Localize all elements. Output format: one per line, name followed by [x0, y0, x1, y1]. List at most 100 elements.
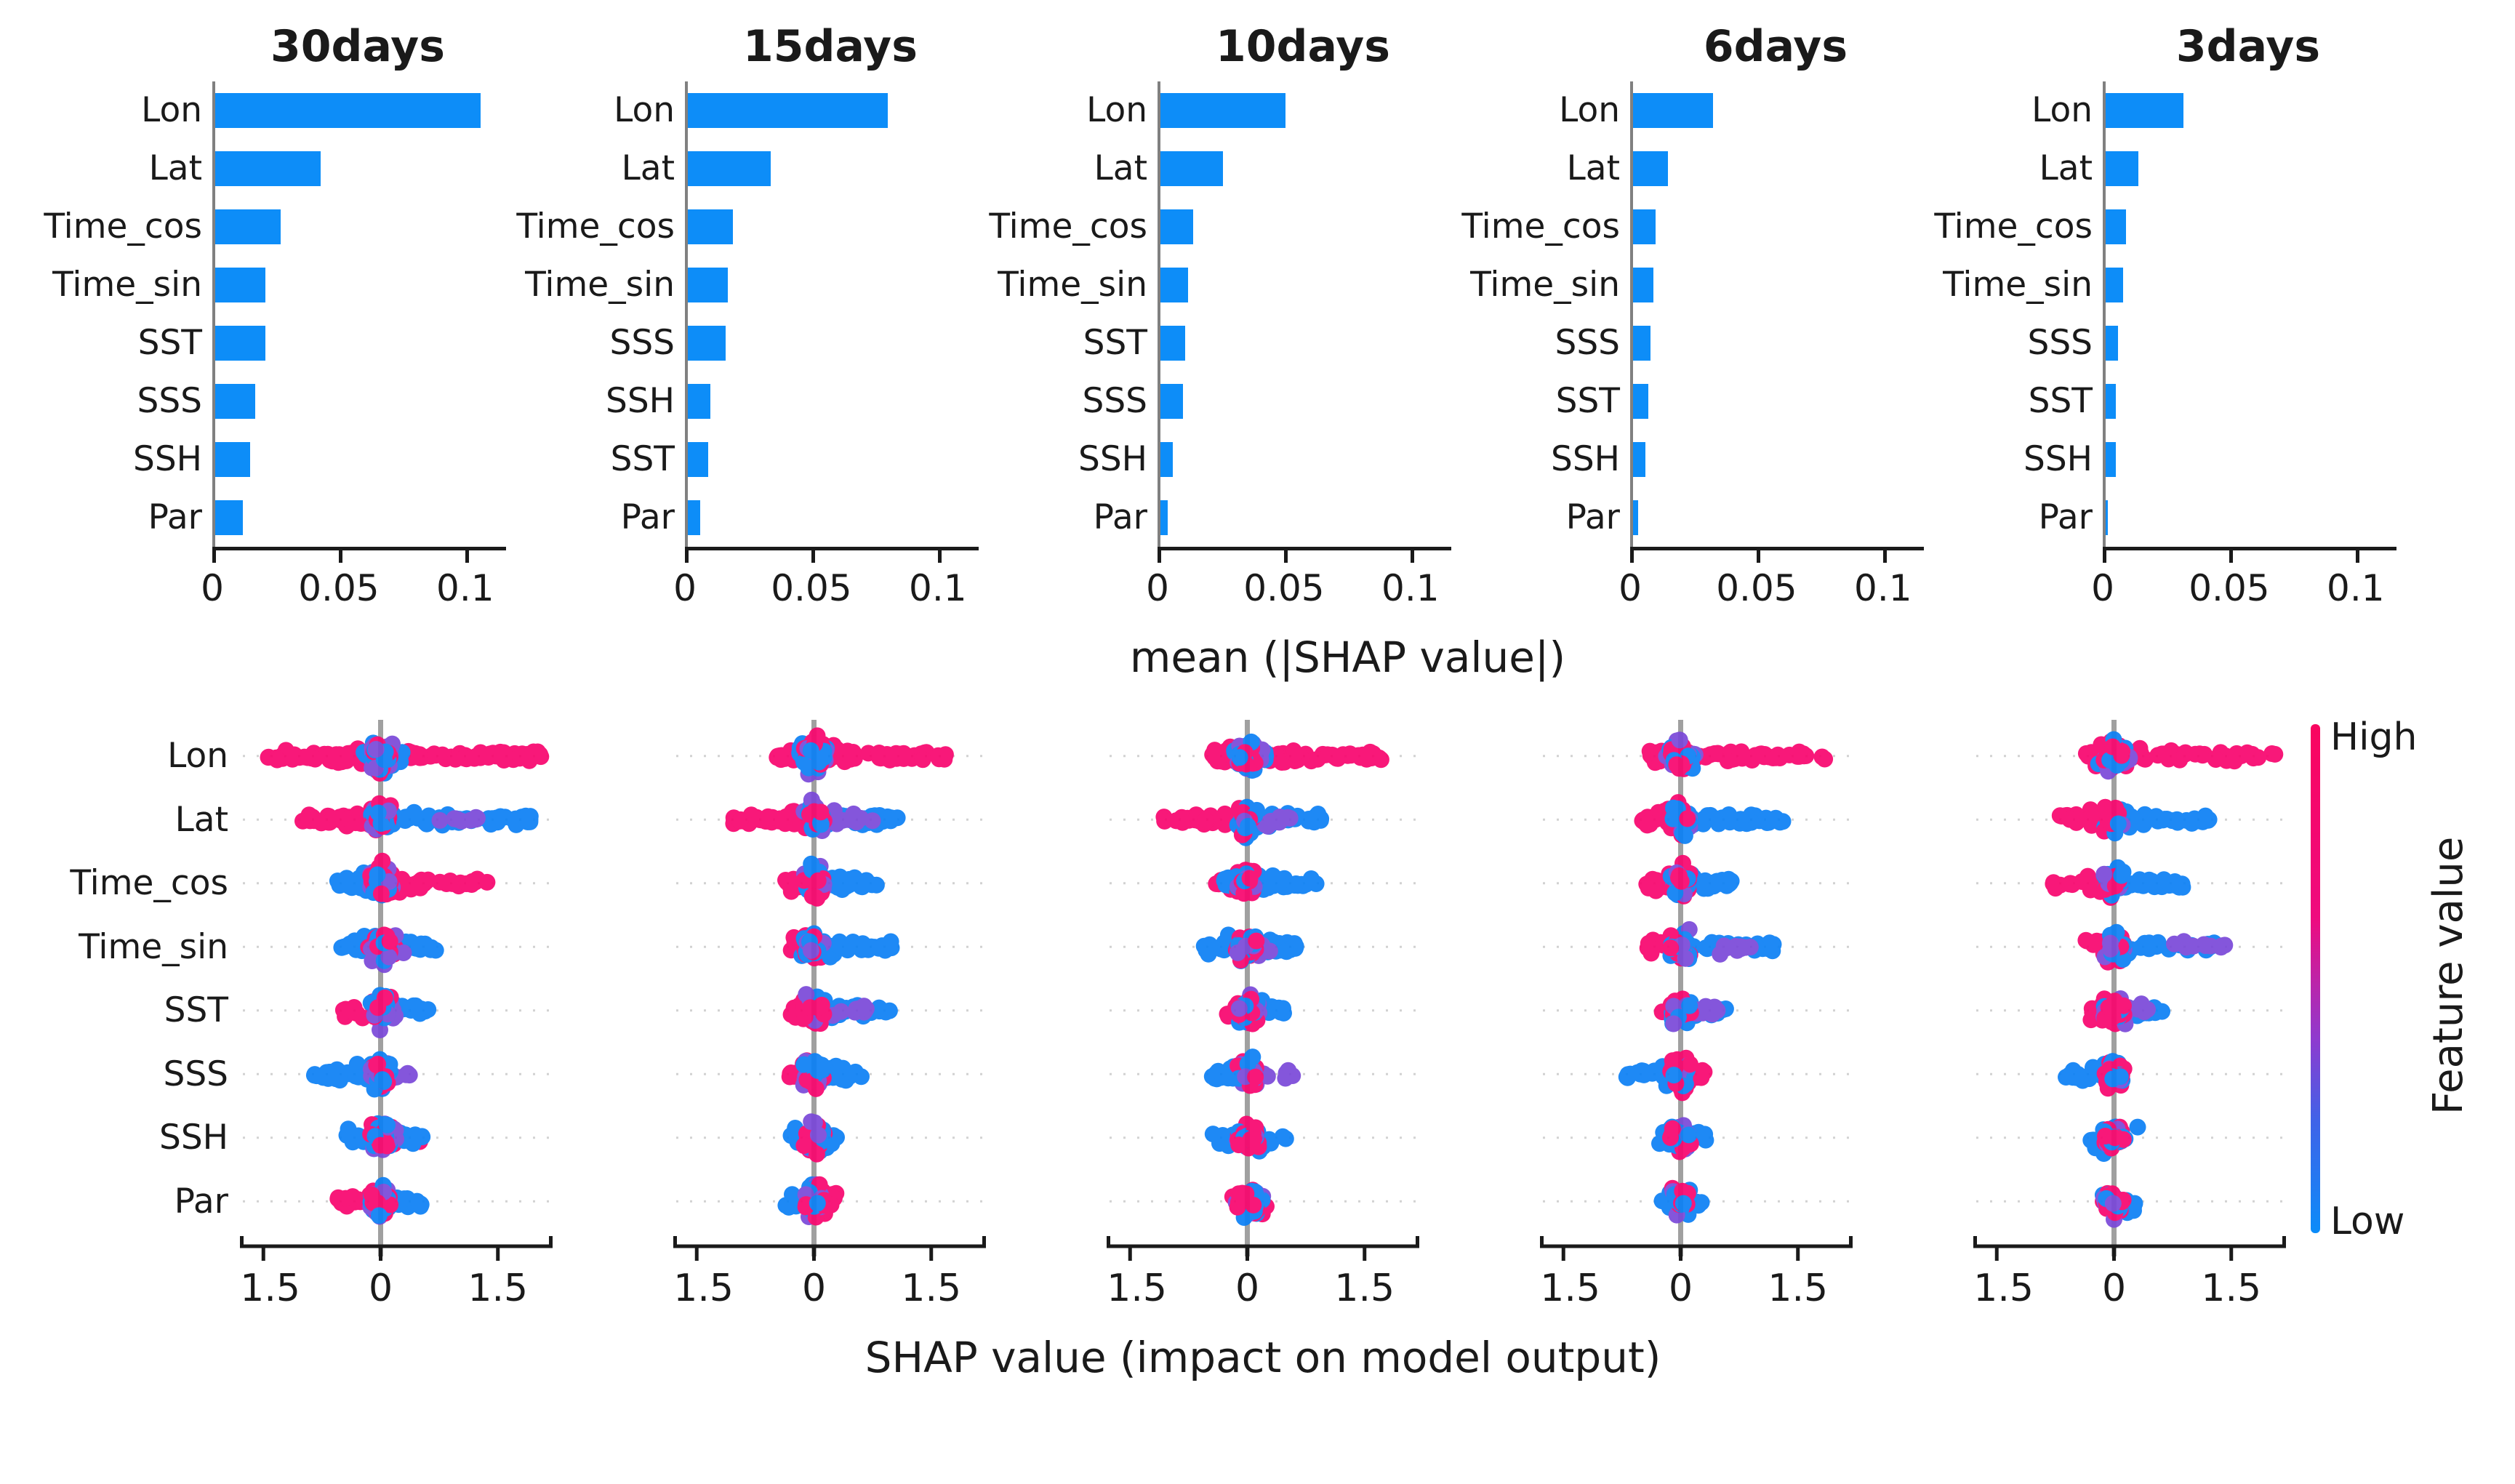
- x-axis-tick-label: 0.1: [1381, 567, 1440, 609]
- beeswarm-panels: -1.5 0 1.5 -1.5 0 1.5 -1.5 0 1.5 -1.5 0 1.5 -1.5 0 1.5: [227, 715, 2311, 1333]
- feature-label: SSH: [1078, 439, 1147, 479]
- x-axis-line: [1630, 547, 1924, 550]
- x-axis-tick: [1410, 547, 1414, 563]
- x-axis: 0 0.05 0.1: [201, 547, 506, 631]
- importance-bar: [215, 442, 250, 477]
- x-axis-tick-label: 0: [1669, 1267, 1693, 1310]
- x-axis-tick: [1283, 547, 1288, 563]
- feature-label: Lat: [148, 148, 202, 188]
- x-axis-tick: [2103, 547, 2106, 563]
- x-axis: [1107, 1236, 1419, 1261]
- bar-chart-panel: 10days Lon Lat Time_cos Time_sin SST SSS SSH Par…: [985, 12, 1458, 631]
- x-axis-tick-label: 1.5: [2201, 1267, 2261, 1310]
- beeswarm-panel: -1.5 0 1.5: [660, 715, 986, 1333]
- x-axis-tick-label: 1.5: [901, 1267, 961, 1310]
- top-x-axis-label: mean (|SHAP value|): [1129, 633, 1566, 682]
- beeswarm-svg: -1.5 0 1.5: [227, 720, 553, 1310]
- feature-labels: Lon Lat Time_cos Time_sin SSS SST SSH Par: [1458, 81, 1630, 547]
- x-axis-tick-label: -1.5: [1540, 1267, 1600, 1310]
- importance-bar: [1633, 384, 1648, 419]
- importance-bar: [1160, 151, 1223, 186]
- x-axis: [240, 1236, 553, 1261]
- x-axis: 0 0.05 0.1: [2091, 547, 2396, 631]
- feature-label: Time_sin: [525, 265, 675, 305]
- colorbar: High Low Feature value: [2311, 715, 2472, 1243]
- x-axis-tick-label: -1.5: [1973, 1267, 2034, 1310]
- importance-bar: [215, 268, 265, 302]
- feature-label: Par: [2038, 497, 2093, 537]
- x-axis-tick-label: 0.1: [2327, 567, 2385, 609]
- feature-label: Time_sin: [52, 265, 202, 305]
- x-axis-tick-label: 1.5: [1334, 1267, 1395, 1310]
- feature-labels: Lon Lat Time_cos Time_sin SST SSS SSH Par: [985, 81, 1158, 547]
- bar-plot: [685, 81, 979, 547]
- beeswarm-panel: -1.5 0 1.5: [227, 715, 553, 1333]
- feature-labels: Lon Lat Time_cos Time_sin SSS SSH SST Par: [513, 81, 685, 547]
- x-axis-tick: [1630, 547, 1634, 563]
- feature-label: Time_sin: [1470, 265, 1620, 305]
- feature-label: Time_cos: [516, 206, 675, 246]
- feature-label: Lon: [2031, 90, 2093, 130]
- x-axis-line: [212, 547, 506, 550]
- importance-bar: [688, 93, 888, 128]
- beeswarm-panel: -1.5 0 1.5: [1527, 715, 1853, 1333]
- feature-label: SSS: [1082, 381, 1147, 421]
- beeswarm-panel: -1.5 0 1.5: [1094, 715, 1419, 1333]
- colorbar-minmax: High Low: [2330, 715, 2418, 1243]
- importance-bar: [1633, 93, 1713, 128]
- importance-bar: [1160, 209, 1193, 244]
- importance-bar: [1633, 268, 1653, 302]
- x-axis-tick: [338, 547, 342, 563]
- feature-label: Lat: [621, 148, 675, 188]
- x-axis-line: [1158, 547, 1451, 550]
- importance-bar: [215, 151, 321, 186]
- bar-chart-panel: 3days Lon Lat Time_cos Time_sin SSS SST SSH Par 0…: [1930, 12, 2403, 631]
- feature-label: SSH: [159, 1118, 228, 1158]
- importance-bar: [2106, 268, 2123, 302]
- importance-bar: [688, 384, 710, 419]
- beeswarm-dots: [1155, 733, 1389, 1226]
- x-axis: 0 0.05 0.1: [673, 547, 979, 631]
- feature-label: Lat: [1566, 148, 1620, 188]
- feature-label: Time_cos: [44, 206, 202, 246]
- beeswarm-svg: -1.5 0 1.5: [1960, 720, 2286, 1310]
- x-axis-tick: [1756, 547, 1760, 563]
- importance-bar: [2106, 442, 2116, 477]
- feature-label: Time_cos: [70, 863, 228, 903]
- importance-bar: [1160, 326, 1185, 361]
- bar-chart-panel: 15days Lon Lat Time_cos Time_sin SSS SSH SST Par…: [513, 12, 985, 631]
- panel-title: 6days: [1703, 21, 1848, 72]
- beeswarm-flex: Lon Lat Time_cos Time_sin SST SSS SSH Par -1.5 0…: [0, 715, 2515, 1333]
- importance-bar: [215, 93, 481, 128]
- feature-label: SSH: [2023, 439, 2093, 479]
- feature-label: Lon: [1559, 90, 1620, 130]
- x-axis-line: [2103, 547, 2396, 550]
- feature-label: Time_sin: [1943, 265, 2093, 305]
- colorbar-gradient: [2311, 724, 2320, 1233]
- importance-bar: [2106, 500, 2108, 535]
- importance-bar: [1160, 384, 1183, 419]
- x-axis-tick-label: 0.1: [1854, 567, 1912, 609]
- feature-label: SSS: [2027, 323, 2093, 363]
- feature-label: Time_sin: [79, 926, 228, 967]
- colorbar-low-label: Low: [2330, 1200, 2405, 1243]
- feature-label: SST: [1555, 381, 1620, 421]
- importance-bar: [215, 209, 281, 244]
- feature-label: SST: [1083, 323, 1147, 363]
- x-axis-tick-label: 1.5: [468, 1267, 528, 1310]
- importance-bar: [1160, 93, 1285, 128]
- importance-bar: [688, 268, 728, 302]
- x-axis-tick: [2229, 547, 2233, 563]
- x-axis-tick-label: 0.05: [771, 567, 852, 609]
- x-axis-tick: [212, 547, 216, 563]
- bottom-x-axis-label: SHAP value (impact on model output): [865, 1333, 1661, 1382]
- importance-bar: [1633, 442, 1645, 477]
- importance-bar: [2106, 209, 2126, 244]
- importance-bar: [2106, 326, 2118, 361]
- feature-label: Lon: [167, 736, 228, 776]
- x-axis-tick: [685, 547, 689, 563]
- panel-body: Lon Lat Time_cos Time_sin SST SSS SSH Par: [40, 81, 513, 547]
- feature-label: SST: [137, 323, 202, 363]
- x-axis-tick-label: -1.5: [673, 1267, 734, 1310]
- feature-label: Time_sin: [998, 265, 1147, 305]
